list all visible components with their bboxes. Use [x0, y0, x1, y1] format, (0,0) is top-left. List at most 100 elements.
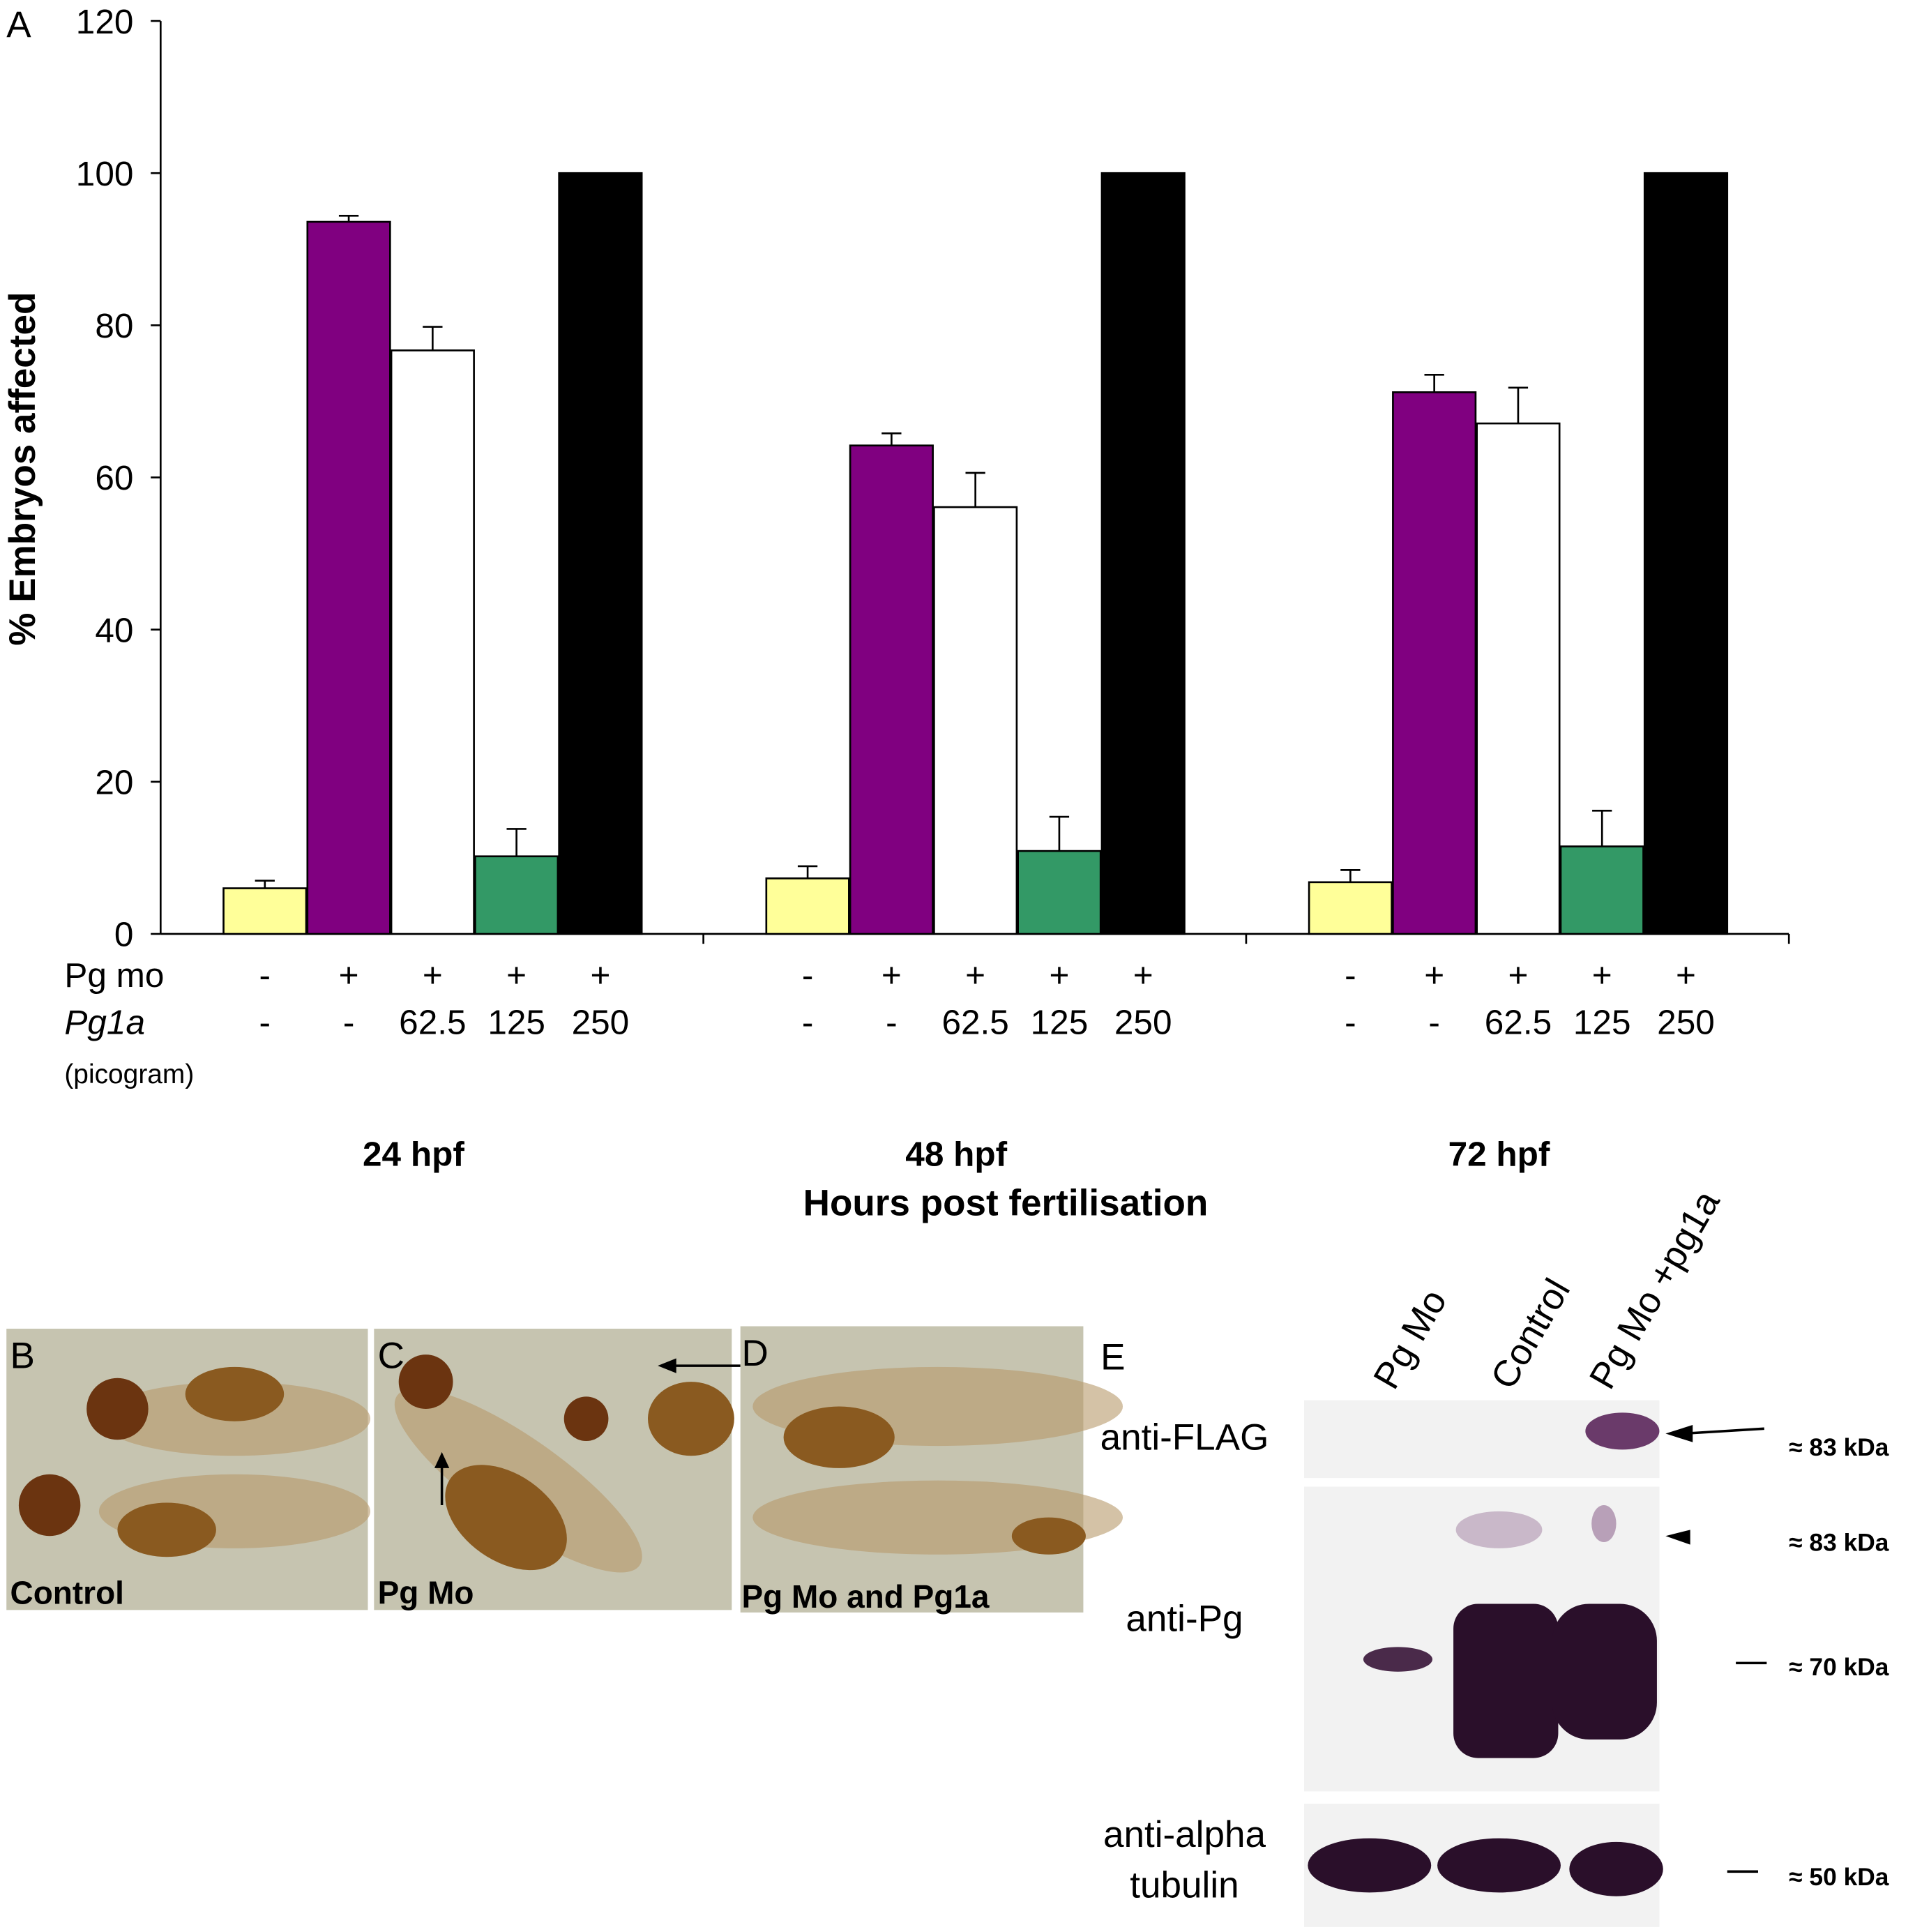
band [1552, 1603, 1657, 1740]
error-bar [506, 828, 527, 856]
condition-value: - [259, 1003, 271, 1041]
condition-value: + [965, 956, 985, 995]
x-tick-label: 24 hpf [363, 1135, 464, 1174]
condition-label: Pg1a [64, 1003, 145, 1041]
row-label: anti-alpha [1103, 1814, 1266, 1855]
photo-caption: Pg Mo and Pg1a [741, 1578, 989, 1615]
panel-label: B [10, 1336, 35, 1377]
error-bar [797, 865, 818, 879]
fish-yolk [783, 1406, 895, 1468]
fish-eye [86, 1378, 149, 1440]
condition-label: Pg mo [64, 956, 164, 995]
band [1591, 1504, 1617, 1543]
marker-label: ≈ 83 kDa [1789, 1529, 1889, 1556]
condition-value: 62.5 [941, 1003, 1008, 1041]
lane-label: Pg Mo [1365, 1283, 1455, 1396]
condition-value: - [1428, 1003, 1440, 1041]
condition-value: + [339, 956, 359, 995]
condition-value: + [1592, 956, 1612, 995]
bar [306, 220, 391, 935]
fish-eye [18, 1474, 81, 1537]
panel-label: D [741, 1333, 768, 1374]
row-label: anti-Pg [1126, 1598, 1243, 1639]
condition-value: - [343, 1003, 355, 1041]
bar [222, 887, 308, 935]
condition-value: + [506, 956, 527, 995]
condition-value: + [1133, 956, 1153, 995]
condition-value: 250 [1657, 1003, 1715, 1041]
error-bar [965, 471, 985, 508]
condition-value: + [881, 956, 902, 995]
arrowhead [1665, 1425, 1693, 1442]
condition-value: + [1676, 956, 1696, 995]
y-tick-label: 120 [76, 3, 134, 41]
panel-label: A [6, 4, 31, 45]
condition-value: - [1345, 1003, 1356, 1041]
condition-value: + [423, 956, 443, 995]
condition-value: 125 [1573, 1003, 1631, 1041]
fish-yolk [185, 1366, 285, 1421]
y-tick-label: 60 [95, 459, 133, 497]
y-tick-label: 0 [114, 916, 134, 954]
panel-label: E [1100, 1336, 1125, 1378]
bar [558, 172, 643, 935]
error-bar [881, 432, 902, 446]
bar [1392, 391, 1477, 935]
photo-caption: Pg Mo [378, 1574, 474, 1610]
error-bar [423, 326, 443, 351]
condition-value: - [886, 1003, 898, 1041]
y-tick-label: 80 [95, 307, 133, 345]
condition-value: + [1424, 956, 1444, 995]
lane-label: Pg Mo +pg1a [1582, 1184, 1728, 1396]
y-tick-label: 40 [95, 611, 133, 649]
condition-value: 125 [487, 1003, 545, 1041]
marker-label: ≈ 50 kDa [1789, 1864, 1889, 1891]
row-label: tubulin [1130, 1864, 1239, 1905]
band [1363, 1647, 1433, 1672]
error-bar [1340, 869, 1361, 882]
band [1437, 1838, 1561, 1893]
band [1569, 1841, 1663, 1896]
photo-caption: Control [10, 1574, 124, 1610]
bar [765, 877, 850, 935]
error-bar [255, 880, 275, 889]
condition-value: 125 [1031, 1003, 1089, 1041]
arrowhead [658, 1358, 676, 1373]
condition-value: + [1049, 956, 1069, 995]
lane-label: Control [1483, 1272, 1579, 1396]
band [1455, 1511, 1543, 1548]
x-axis-label: Hours post fertilisation [803, 1182, 1209, 1223]
error-bar [1424, 373, 1444, 393]
fish-yolk [445, 1465, 567, 1571]
bar [1308, 881, 1393, 935]
fish-yolk [1011, 1517, 1086, 1555]
blot-panels [1304, 1400, 1767, 1927]
error-bar [338, 214, 359, 222]
bar [849, 444, 934, 935]
condition-value: 62.5 [399, 1003, 466, 1041]
bar [1476, 422, 1561, 935]
condition-value: + [1508, 956, 1528, 995]
error-bar [1508, 386, 1529, 424]
photo-b [6, 1329, 368, 1610]
band [1308, 1838, 1432, 1893]
arrowhead [434, 1451, 450, 1468]
marker-label: ≈ 70 kDa [1789, 1654, 1889, 1681]
bar [1100, 172, 1186, 935]
arrow [1683, 1427, 1764, 1435]
condition-value: - [802, 1003, 814, 1041]
bar [390, 349, 475, 935]
fish-yolk [117, 1502, 216, 1557]
y-tick-label: 20 [95, 764, 133, 802]
error-bar [1049, 815, 1070, 852]
panel-label: C [378, 1336, 404, 1377]
condition-unit: (picogram) [64, 1059, 194, 1089]
fish-eye [398, 1354, 453, 1410]
band [1453, 1603, 1559, 1758]
photo-panels [6, 1326, 1123, 1613]
y-tick-label: 100 [76, 155, 134, 193]
condition-value: - [802, 956, 814, 995]
condition-value: - [259, 956, 271, 995]
marker-label: ≈ 83 kDa [1789, 1434, 1889, 1461]
bar [1559, 845, 1644, 935]
